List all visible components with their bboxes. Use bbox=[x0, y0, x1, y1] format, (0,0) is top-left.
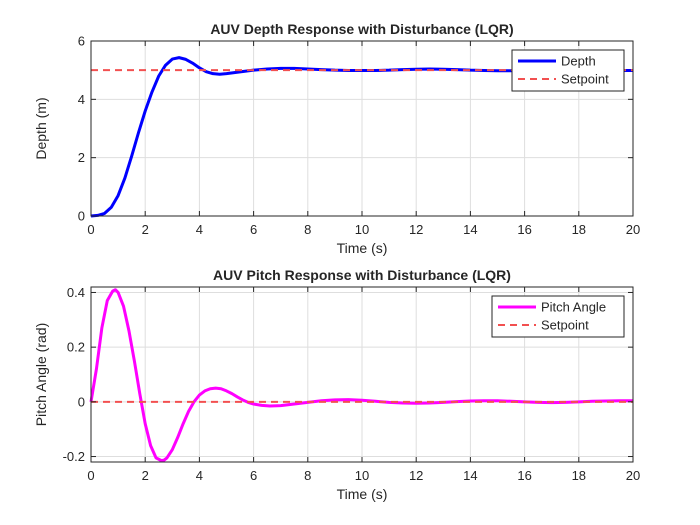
y-tick-label: 0.4 bbox=[67, 285, 85, 300]
x-tick-label: 10 bbox=[355, 468, 369, 483]
y-tick-label: 4 bbox=[78, 92, 85, 107]
x-tick-label: 20 bbox=[626, 222, 640, 237]
legend-label-2: Setpoint bbox=[541, 318, 589, 333]
chart-title: AUV Depth Response with Disturbance (LQR… bbox=[210, 21, 513, 37]
series-line-1 bbox=[89, 288, 633, 463]
x-tick-label: 6 bbox=[250, 468, 257, 483]
x-tick-label: 14 bbox=[463, 468, 477, 483]
x-tick-label: 18 bbox=[572, 468, 586, 483]
legend: Depth Setpoint bbox=[511, 49, 625, 92]
y-axis-label: Depth (m) bbox=[33, 97, 49, 159]
chart-panel-1: 0 2 4 6 8 10 12 14 16 18 20 0 2 4 6 AUV Depth Response … bbox=[33, 21, 640, 256]
x-tick-label: 16 bbox=[517, 468, 531, 483]
x-tick-label: 6 bbox=[250, 222, 257, 237]
y-tick-label: 0 bbox=[78, 394, 85, 409]
x-tick-label: 12 bbox=[409, 222, 423, 237]
legend-box bbox=[491, 295, 625, 338]
legend-label-1: Pitch Angle bbox=[541, 300, 606, 315]
legend: Pitch Angle Setpoint bbox=[491, 295, 625, 338]
x-tick-label: 18 bbox=[572, 222, 586, 237]
legend-label-2: Setpoint bbox=[561, 72, 609, 87]
y-tick-label: 2 bbox=[78, 150, 85, 165]
x-axis-label: Time (s) bbox=[337, 486, 388, 502]
y-tick-label: 6 bbox=[78, 34, 85, 49]
x-tick-label: 2 bbox=[142, 468, 149, 483]
x-axis-label: Time (s) bbox=[337, 240, 388, 256]
x-tick-label: 10 bbox=[355, 222, 369, 237]
x-tick-label: 4 bbox=[196, 222, 203, 237]
x-tick-label: 8 bbox=[304, 222, 311, 237]
y-tick-label: 0 bbox=[78, 209, 85, 224]
legend-label-1: Depth bbox=[561, 54, 596, 69]
x-tick-label: 0 bbox=[87, 222, 94, 237]
x-tick-label: 12 bbox=[409, 468, 423, 483]
x-tick-label: 4 bbox=[196, 468, 203, 483]
y-axis-label: Pitch Angle (rad) bbox=[33, 323, 49, 427]
y-tick-label: -0.2 bbox=[63, 449, 85, 464]
chart-title: AUV Pitch Response with Disturbance (LQR… bbox=[213, 267, 511, 283]
x-tick-label: 2 bbox=[142, 222, 149, 237]
x-tick-label: 20 bbox=[626, 468, 640, 483]
x-tick-label: 16 bbox=[517, 222, 531, 237]
x-tick-label: 0 bbox=[87, 468, 94, 483]
x-tick-label: 8 bbox=[304, 468, 311, 483]
x-tick-label: 14 bbox=[463, 222, 477, 237]
y-tick-label: 0.2 bbox=[67, 340, 85, 355]
legend-box bbox=[511, 49, 625, 92]
